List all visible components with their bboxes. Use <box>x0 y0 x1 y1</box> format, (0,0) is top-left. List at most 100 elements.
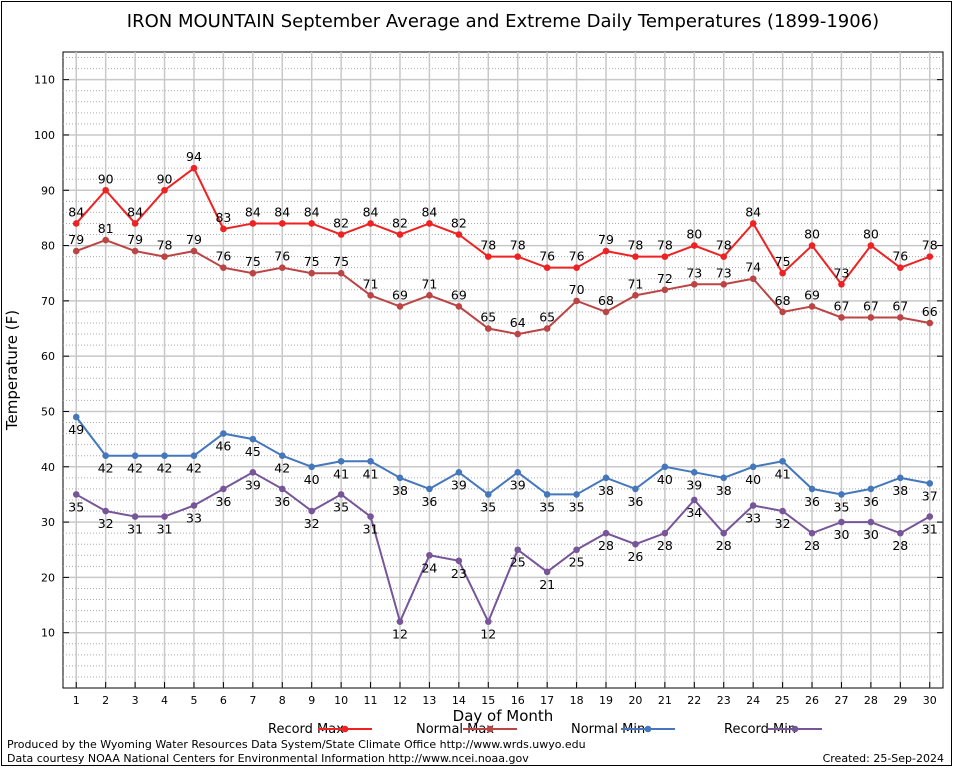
x-tick-label: 8 <box>279 694 286 707</box>
legend: Record Max Normal Max Normal Min Record Min <box>268 722 822 737</box>
normal-max-data-label: 74 <box>745 260 761 275</box>
normal-max-data-label: 72 <box>657 271 673 286</box>
record-min-point <box>691 496 698 504</box>
normal-min-data-label: 40 <box>304 472 320 487</box>
footer-courtesy: Data courtesy NOAA National Centers for … <box>7 752 529 765</box>
record-min-point <box>308 507 315 515</box>
normal-min-point <box>367 457 374 465</box>
record-min-data-label: 28 <box>716 538 732 553</box>
record-min-point <box>367 513 374 520</box>
normal-max-point <box>426 292 433 299</box>
x-tick-label: 15 <box>481 694 495 707</box>
x-tick-label: 13 <box>422 694 436 707</box>
record-min-point <box>161 513 168 520</box>
normal-min-data-label: 37 <box>922 488 938 503</box>
record-min-point <box>926 513 934 520</box>
normal-max-point <box>543 325 551 332</box>
normal-min-data-label: 42 <box>186 461 202 476</box>
x-tick-label: 19 <box>599 694 613 707</box>
x-tick-label: 25 <box>776 694 790 707</box>
x-tick-label: 7 <box>249 694 256 707</box>
normal-max-point <box>337 269 345 277</box>
record-max-point <box>484 253 492 260</box>
record-max-point <box>220 225 227 233</box>
x-tick-label: 5 <box>190 694 197 707</box>
record-max-point <box>838 280 845 288</box>
record-min-point <box>897 529 904 537</box>
normal-min-point <box>838 491 845 498</box>
legend-marker-record-max <box>341 725 349 733</box>
normal-min-point <box>426 485 433 493</box>
normal-min-point <box>573 491 580 498</box>
record-max-point <box>278 220 286 227</box>
record-max-point <box>897 264 904 271</box>
normal-max-point <box>691 280 698 288</box>
normal-min-point <box>602 474 610 482</box>
record-min-data-label: 33 <box>186 510 202 525</box>
record-min-point <box>808 529 816 537</box>
normal-min-point <box>632 485 639 493</box>
normal-max-point <box>102 236 109 244</box>
normal-min-point <box>897 474 904 482</box>
x-tick-label: 3 <box>132 694 139 707</box>
record-max-point <box>426 220 433 227</box>
normal-min-point <box>779 457 786 465</box>
x-tick-label: 10 <box>334 694 348 707</box>
normal-min-data-label: 35 <box>480 499 496 514</box>
x-tick-label: 17 <box>540 694 554 707</box>
record-min-point <box>249 469 257 476</box>
record-max-data-label: 76 <box>569 249 585 264</box>
record-min-data-label: 30 <box>834 527 850 542</box>
normal-max-data-label: 71 <box>627 276 643 291</box>
x-tick-label: 26 <box>805 694 819 707</box>
normal-max-data-label: 67 <box>834 298 850 313</box>
record-min-data-label: 25 <box>569 555 585 570</box>
record-max-data-label: 78 <box>922 238 938 253</box>
record-max-point <box>867 242 875 249</box>
x-tick-label: 21 <box>658 694 672 707</box>
normal-min-data-label: 41 <box>333 466 349 481</box>
record-min-point <box>602 529 610 537</box>
record-max-point <box>72 220 80 227</box>
normal-max-point <box>249 269 257 277</box>
normal-max-point <box>161 253 168 260</box>
normal-min-point <box>749 463 757 471</box>
record-min-point <box>543 568 551 576</box>
record-max-data-label: 78 <box>510 238 526 253</box>
record-max-point <box>396 231 404 238</box>
record-max-point <box>514 253 522 260</box>
normal-min-data-label: 38 <box>598 483 614 498</box>
record-min-data-label: 25 <box>510 555 526 570</box>
normal-min-point <box>308 463 315 471</box>
record-max-point <box>337 231 345 238</box>
normal-max-point <box>367 292 374 299</box>
record-min-data-label: 30 <box>863 527 879 542</box>
normal-min-point <box>867 485 875 493</box>
record-max-point <box>632 253 639 260</box>
y-tick-label: 40 <box>41 461 55 474</box>
normal-max-point <box>396 303 404 310</box>
normal-min-data-label: 36 <box>627 494 643 509</box>
normal-max-data-label: 66 <box>922 304 938 319</box>
normal-min-point <box>161 452 168 460</box>
record-max-data-label: 79 <box>598 232 614 247</box>
normal-min-data-label: 35 <box>569 499 585 514</box>
normal-min-point <box>455 469 463 476</box>
record-min-data-label: 31 <box>127 522 143 537</box>
x-axis-title: Day of Month <box>453 707 554 725</box>
record-max-data-label: 80 <box>686 227 702 242</box>
legend-label-record-min: Record Min <box>724 722 796 737</box>
record-max-data-label: 84 <box>127 204 143 219</box>
legend-label-normal-max: Normal Max <box>416 722 494 737</box>
normal-max-data-label: 71 <box>421 276 437 291</box>
record-min-data-label: 28 <box>657 538 673 553</box>
normal-max-data-label: 78 <box>157 238 173 253</box>
record-max-point <box>926 253 934 260</box>
normal-min-point <box>543 491 551 498</box>
normal-min-data-label: 46 <box>215 439 231 454</box>
record-min-point <box>131 513 139 520</box>
normal-max-data-label: 69 <box>392 287 408 302</box>
x-tick-label: 2 <box>102 694 109 707</box>
normal-max-data-label: 75 <box>245 254 261 269</box>
